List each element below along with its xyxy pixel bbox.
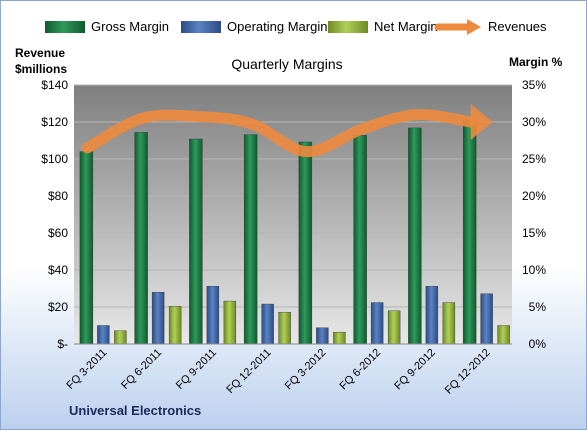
left-tick-label: $140 — [41, 78, 68, 92]
bar-gross-margin — [462, 119, 477, 345]
legend-swatch-net-margin — [328, 21, 368, 33]
bar-gross-margin — [134, 132, 148, 345]
bar-gross-margin — [79, 151, 94, 345]
bar-net-margin — [387, 310, 401, 345]
footer-company-label: Universal Electronics — [69, 403, 201, 418]
category-labels: FQ 3-2011 FQ 6-2011 FQ 9-2011 FQ 12-2011 FQ … — [64, 347, 492, 397]
category-label: FQ 6-2011 — [119, 347, 164, 392]
bar-operating-margin — [370, 302, 384, 345]
left-axis-ticks: $- $20 $40 $60 $80 $100 $120 $140 — [41, 78, 68, 351]
right-tick-label: 20% — [522, 189, 546, 203]
left-axis-label-line2: $millions — [15, 62, 67, 76]
bar-gross-margin — [408, 127, 422, 345]
category-label: FQ 9-2011 — [174, 347, 219, 392]
legend-label-revenues: Revenues — [488, 19, 547, 34]
category-label: FQ 12-2012 — [443, 347, 493, 397]
category-label: FQ 3-2012 — [283, 347, 329, 393]
bar-operating-margin — [206, 286, 220, 345]
left-tick-label: $- — [57, 337, 68, 351]
left-tick-label: $60 — [48, 226, 68, 240]
revenue-line-group — [81, 104, 493, 158]
legend-label-net-margin: Net Margin — [374, 19, 438, 34]
right-tick-label: 5% — [529, 300, 547, 314]
category-label: FQ 12-2011 — [224, 347, 273, 396]
bar-operating-margin — [316, 327, 329, 345]
right-tick-label: 15% — [522, 226, 546, 240]
legend: Gross Margin Operating Margin Net Margin… — [45, 19, 547, 35]
bar-gross-margin — [298, 141, 313, 345]
bar-operating-margin — [425, 286, 439, 345]
right-axis-ticks: 0% 5% 10% 15% 20% 25% 30% 35% — [522, 78, 546, 351]
left-tick-label: $100 — [41, 152, 68, 166]
bar-net-margin — [168, 306, 182, 345]
bar-net-margin — [278, 311, 291, 345]
bar-gross-margin — [189, 138, 203, 345]
legend-arrowhead-revenues — [467, 19, 481, 35]
chart-title: Quarterly Margins — [231, 56, 342, 72]
right-tick-label: 30% — [522, 115, 546, 129]
left-tick-label: $40 — [48, 263, 68, 277]
left-tick-label: $80 — [48, 189, 68, 203]
legend-swatch-gross-margin — [45, 21, 85, 33]
right-tick-label: 10% — [522, 263, 546, 277]
left-tick-label: $20 — [48, 300, 68, 314]
right-tick-label: 0% — [529, 337, 547, 351]
revenue-line — [81, 109, 477, 158]
right-tick-label: 25% — [522, 152, 546, 166]
bar-net-margin — [114, 330, 127, 345]
bar-operating-margin — [261, 303, 274, 345]
bar-operating-margin — [97, 325, 110, 345]
bar-operating-margin — [151, 292, 165, 345]
legend-swatch-operating-margin — [181, 21, 221, 33]
bar-net-margin — [442, 302, 456, 345]
category-label: FQ 3-2011 — [64, 347, 109, 392]
right-tick-label: 35% — [522, 78, 546, 92]
legend-label-operating-margin: Operating Margin — [227, 19, 327, 34]
right-axis-label: Margin % — [509, 55, 563, 69]
left-axis-label-line1: Revenue — [15, 46, 65, 60]
category-label: FQ 9-2012 — [392, 347, 438, 393]
bar-net-margin — [333, 331, 346, 345]
legend-label-gross-margin: Gross Margin — [91, 19, 169, 34]
bar-net-margin — [497, 325, 510, 345]
category-label: FQ 6-2012 — [338, 347, 384, 393]
bar-net-margin — [223, 300, 237, 345]
revenue-arrowhead — [470, 104, 493, 140]
bar-gross-margin — [353, 135, 367, 345]
bar-operating-margin — [480, 293, 493, 345]
bar-gross-margin — [243, 134, 258, 345]
left-tick-label: $120 — [41, 115, 68, 129]
